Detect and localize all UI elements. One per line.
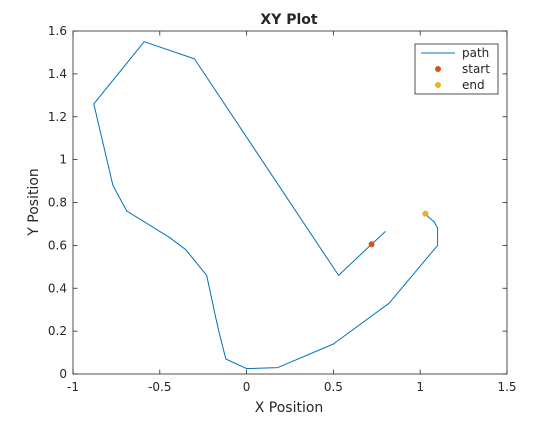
y-tick-label: 0.2 — [48, 324, 67, 338]
legend-label-end: end — [462, 78, 485, 92]
x-tick-label: -1 — [67, 380, 79, 394]
x-tick-label: 0 — [243, 380, 251, 394]
x-tick-label: -0.5 — [148, 380, 171, 394]
series-start-marker — [368, 241, 375, 248]
series-path-line — [93, 41, 439, 370]
y-tick-label: 1.4 — [48, 67, 67, 81]
y-tick-label: 0.8 — [48, 196, 67, 210]
chart-title: XY Plot — [260, 12, 317, 28]
x-tick-label: 1.5 — [497, 380, 516, 394]
x-tick-label: 0.5 — [324, 380, 343, 394]
y-tick-label: 1.2 — [48, 110, 67, 124]
legend-label-path: path — [462, 46, 489, 60]
y-tick-label: 0.6 — [48, 238, 67, 252]
legend-box — [414, 43, 499, 95]
legend-label-start: start — [462, 62, 490, 76]
y-tick-label: 1 — [59, 153, 67, 167]
y-axis-label: Y Position — [26, 168, 42, 237]
x-tick-label: 1 — [416, 380, 424, 394]
series-end-marker — [422, 210, 429, 217]
y-tick-label: 0.4 — [48, 281, 67, 295]
x-axis-label: X Position — [255, 400, 324, 416]
legend-swatch-end — [435, 82, 441, 88]
y-tick-label: 0 — [59, 367, 67, 381]
legend-swatch-start — [435, 66, 441, 72]
y-tick-label: 1.6 — [48, 24, 67, 38]
